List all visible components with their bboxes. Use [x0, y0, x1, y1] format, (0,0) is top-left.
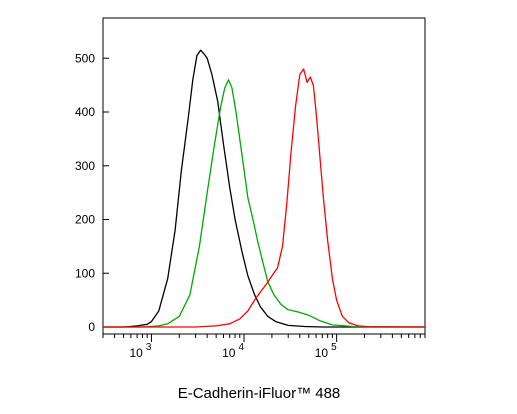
x-tick-exponent: 5 [331, 342, 337, 353]
y-tick-label: 100 [75, 266, 95, 280]
x-tick-exponent: 3 [146, 342, 152, 353]
plot-frame [102, 17, 426, 335]
series-line [103, 68, 425, 328]
x-tick-base: 10 [222, 346, 236, 360]
x-tick-exponent: 4 [238, 342, 244, 353]
y-tick-label: 200 [75, 213, 95, 227]
x-axis: 10 3 10 4 10 5 [102, 334, 426, 360]
x-tick-label: 10 3 [129, 342, 151, 360]
x-tick-label: 10 5 [315, 342, 337, 360]
y-tick-label: 0 [88, 320, 95, 334]
series-line [103, 49, 425, 328]
y-tick-label: 400 [75, 105, 95, 119]
x-tick-base: 10 [315, 346, 329, 360]
x-tick-base: 10 [129, 346, 143, 360]
y-tick-label: 300 [75, 159, 95, 173]
x-tick-label: 10 4 [222, 342, 244, 360]
series-layer [103, 49, 426, 328]
series-line [103, 79, 426, 328]
x-axis-title: E-Cadherin-iFluor™ 488 [178, 385, 341, 402]
y-axis: 0 100 200 300 400 500 [75, 51, 109, 334]
y-tick-label: 500 [75, 51, 95, 65]
